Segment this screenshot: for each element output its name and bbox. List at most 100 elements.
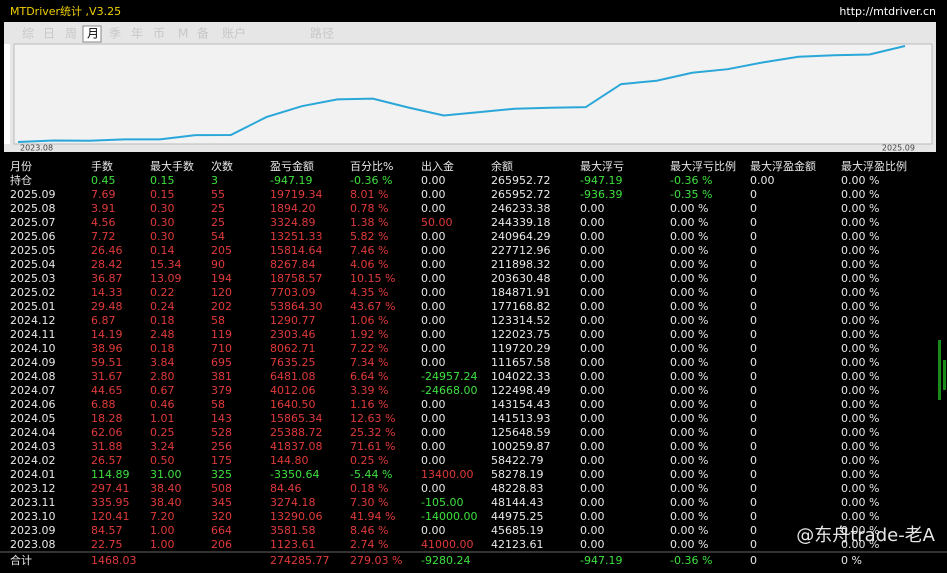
cell: 1.00 <box>150 524 175 537</box>
cell: 0 <box>750 244 757 257</box>
cell: 2.74 % <box>350 538 388 551</box>
cell: 0.00 <box>580 384 605 397</box>
cell: 0.00 <box>421 258 446 271</box>
cell: 6.64 % <box>350 370 388 383</box>
cell: 0.00 % <box>670 356 708 369</box>
cell: 15814.64 <box>270 244 323 257</box>
cell: 7.69 <box>91 188 116 201</box>
x-start-label: 2023.08 <box>20 144 53 153</box>
cell: 2025.03 <box>10 272 56 285</box>
tab[interactable]: 币 <box>153 27 165 41</box>
cell: 0.00 <box>421 426 446 439</box>
cell: 0.00 <box>580 328 605 341</box>
cell: 335.95 <box>91 496 130 509</box>
cell: 4.35 % <box>350 286 388 299</box>
cell: 246233.38 <box>491 202 551 215</box>
cell: 0.00 % <box>841 174 879 187</box>
cell: 38.40 <box>150 482 182 495</box>
cell: 0.00 <box>580 314 605 327</box>
tab[interactable]: M <box>178 27 188 41</box>
cell: 119720.29 <box>491 342 551 355</box>
tab[interactable]: 日 <box>43 27 55 41</box>
cell: 2025.02 <box>10 286 56 299</box>
cell: 2023.12 <box>10 482 56 495</box>
cell: 528 <box>211 426 232 439</box>
left-strip <box>4 44 10 144</box>
cell: 0.00 % <box>841 468 879 481</box>
cell: 120.41 <box>91 510 130 523</box>
cell: 2025.07 <box>10 216 56 229</box>
tab[interactable]: 备 <box>197 27 209 41</box>
tab[interactable]: 周 <box>65 27 77 41</box>
tab[interactable]: 月 <box>87 27 99 41</box>
cell: 0.15 <box>150 188 175 201</box>
cell: 0.00 <box>580 370 605 383</box>
cell: 90 <box>211 258 225 271</box>
cell: 54 <box>211 230 225 243</box>
cell: 0.00 <box>421 356 446 369</box>
cell: 125648.59 <box>491 426 551 439</box>
cell: 持仓 <box>10 173 32 187</box>
cell: 320 <box>211 510 232 523</box>
cell: 227712.96 <box>491 244 551 257</box>
cell: 45685.19 <box>491 524 544 537</box>
cell: 710 <box>211 342 232 355</box>
cell: 0 <box>750 412 757 425</box>
cell: 0 <box>750 524 757 537</box>
window-title: MTDriver统计 ,V3.25 <box>10 5 121 18</box>
cell: 25.32 % <box>350 426 395 439</box>
cell: 44.65 <box>91 384 123 397</box>
cell: 7.34 % <box>350 356 388 369</box>
cell: 2024.10 <box>10 342 56 355</box>
cell: 7.20 <box>150 510 175 523</box>
tab[interactable]: 年 <box>131 27 143 41</box>
cell: 143 <box>211 412 232 425</box>
cell: 0 <box>750 216 757 229</box>
total-cell: -947.19 <box>580 554 622 567</box>
cell: 13400.00 <box>421 468 474 481</box>
cell: 84.46 <box>270 482 302 495</box>
column-header: 最大浮亏比例 <box>670 159 736 173</box>
cell: 0 <box>750 510 757 523</box>
cell: 1123.61 <box>270 538 316 551</box>
cell: 0.00 % <box>670 244 708 257</box>
cell: 7.46 % <box>350 244 388 257</box>
cell: 1.00 <box>150 538 175 551</box>
tab[interactable]: 账户 <box>222 26 246 41</box>
cell: -24668.00 <box>421 384 477 397</box>
cell: 0.00 <box>580 244 605 257</box>
cell: 0.00 % <box>670 272 708 285</box>
cell: 15865.34 <box>270 412 323 425</box>
cell: 1640.50 <box>270 398 316 411</box>
cell: 59.51 <box>91 356 123 369</box>
cell: 0.00 <box>421 454 446 467</box>
cell: 144.80 <box>270 454 309 467</box>
cell: 0.00 % <box>670 216 708 229</box>
cell: 0.24 <box>150 300 175 313</box>
cell: 6.88 <box>91 398 116 411</box>
cell: 177168.82 <box>491 300 551 313</box>
cell: 12.63 % <box>350 412 395 425</box>
cell: 0.00 % <box>670 328 708 341</box>
cell: 0.25 % <box>350 454 388 467</box>
cell: 0.00 % <box>670 482 708 495</box>
cell: 0.00 <box>580 272 605 285</box>
total-cell: 0 <box>750 554 757 567</box>
cell: 265952.72 <box>491 188 551 201</box>
cell: 2024.06 <box>10 398 56 411</box>
cell: 14.33 <box>91 286 123 299</box>
tab[interactable]: 路径 <box>310 26 334 41</box>
tab[interactable]: 季 <box>109 27 121 41</box>
cell: 3.84 <box>150 356 175 369</box>
cell: 0 <box>750 202 757 215</box>
cell: 381 <box>211 370 232 383</box>
cell: 7.22 % <box>350 342 388 355</box>
cell: -5.44 % <box>350 468 392 481</box>
cell: 0.00 <box>580 510 605 523</box>
cell: 0.00 % <box>841 286 879 299</box>
tab[interactable]: 综 <box>22 27 34 41</box>
cell: 0 <box>750 468 757 481</box>
cell: 0.00 % <box>841 426 879 439</box>
cell: 0.00 <box>580 538 605 551</box>
